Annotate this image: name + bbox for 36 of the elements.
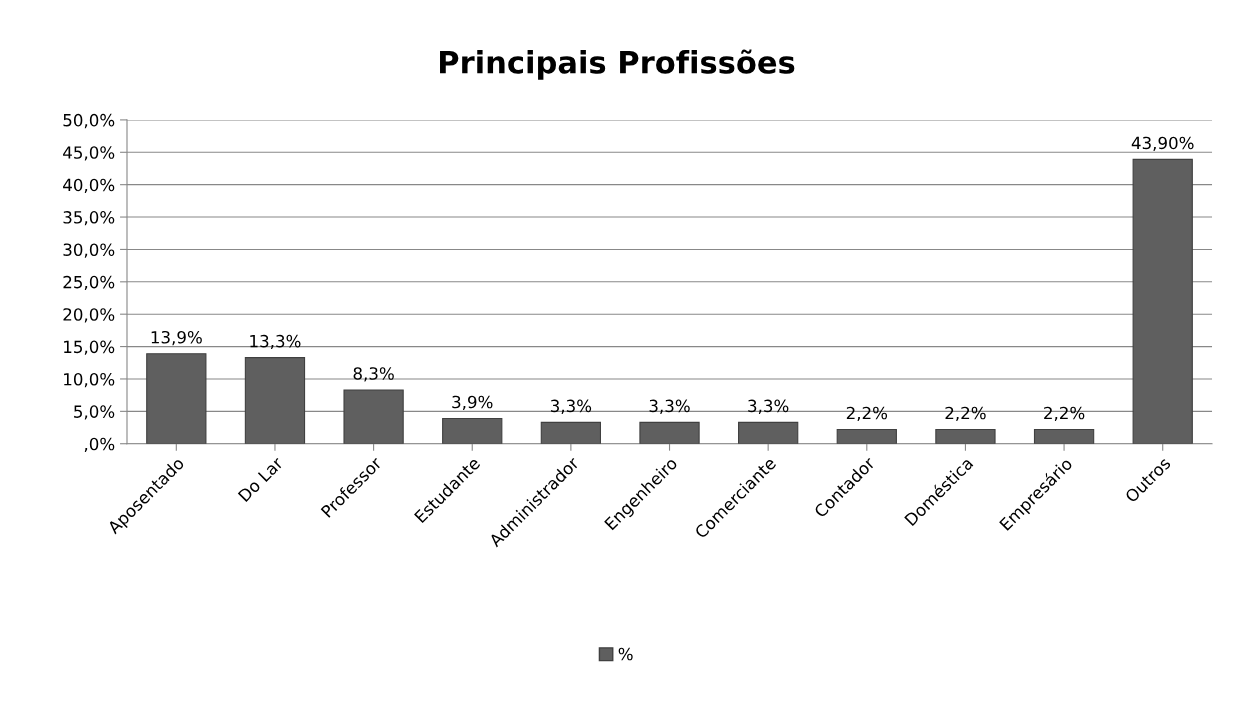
data-label: 2,2% (945, 406, 986, 421)
bar (1033, 428, 1095, 444)
legend-label: % (618, 647, 633, 661)
y-tick-label: 45,0% (63, 146, 115, 161)
data-label: 8,3% (353, 367, 394, 382)
y-tick-label: 30,0% (63, 243, 115, 258)
bar (1132, 158, 1193, 444)
data-label: 13,3% (250, 334, 301, 350)
data-label: 2,2% (1044, 406, 1085, 421)
x-tick-label: Do Lar (237, 455, 285, 503)
y-tick-label: 10,0% (64, 372, 115, 388)
bar (244, 357, 306, 444)
bar (639, 421, 700, 444)
bar (343, 389, 404, 444)
y-tick-label: 20,0% (63, 308, 115, 323)
y-tick-label: 5,0% (74, 405, 115, 420)
data-label: 3,9% (452, 395, 493, 410)
data-label: 13,9% (151, 330, 202, 346)
bar (836, 428, 897, 444)
bar (935, 428, 996, 444)
y-tick-label: 15,0% (64, 340, 115, 355)
bar (146, 353, 207, 444)
data-label: 3,3% (649, 399, 690, 414)
bar (540, 421, 602, 444)
bar (442, 417, 503, 444)
y-tick-label: 50,0% (63, 113, 115, 129)
data-label: 3,3% (748, 399, 789, 414)
y-tick-label: 40,0% (63, 178, 115, 193)
bar (738, 421, 799, 444)
chart-title: Principais Profissões (440, 49, 795, 80)
y-tick-label: 35,0% (63, 211, 115, 226)
data-label: 2,2% (846, 406, 888, 421)
y-tick-label: 25,0% (63, 275, 115, 291)
y-tick-label: ,0% (84, 437, 115, 452)
data-label: 3,3% (550, 399, 592, 414)
data-label: 43,90% (1131, 136, 1194, 151)
